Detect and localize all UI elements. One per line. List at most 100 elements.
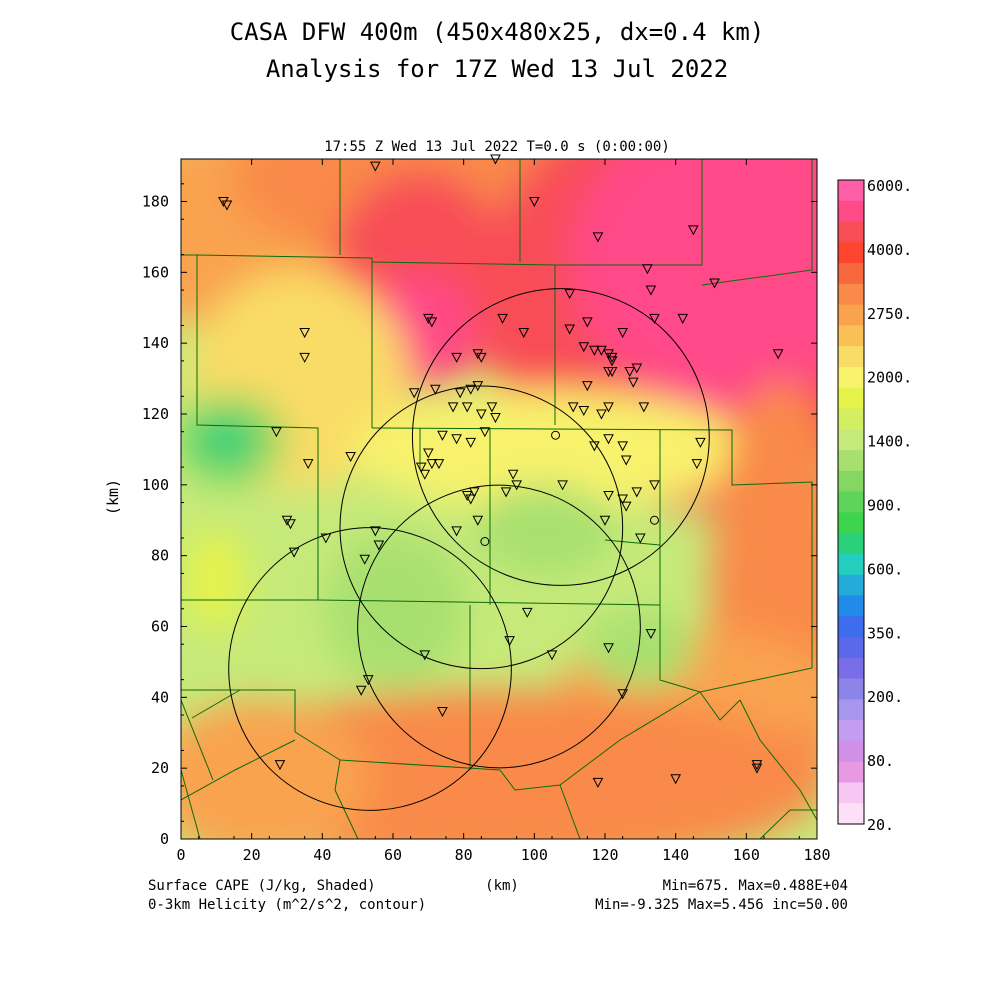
x-tick-label: 160 <box>733 846 760 864</box>
colorbar-label: 4000. <box>867 241 912 259</box>
y-tick-label: 80 <box>151 547 169 565</box>
station-marker <box>288 547 300 558</box>
colorbar-swatch <box>838 740 864 763</box>
station-marker <box>603 490 614 502</box>
y-axis: 0 20 40 60 80 100 120 140 160 180 <box>142 183 817 848</box>
station-marker <box>461 402 473 413</box>
y-tick-label: 0 <box>160 830 169 848</box>
y-tick-label: 120 <box>142 405 169 423</box>
station-marker <box>451 434 462 445</box>
plot-frame <box>180 158 818 840</box>
colorbar-swatch <box>838 242 864 264</box>
station-marker <box>617 494 628 505</box>
y-tick-label: 60 <box>151 618 169 636</box>
colorbar-swatch <box>838 346 864 368</box>
chart-subtitle: 17:55 Z Wed 13 Jul 2022 T=0.0 s (0:00:00… <box>324 139 670 155</box>
colorbar-label: 2750. <box>867 305 912 323</box>
station-marker <box>695 437 706 448</box>
station-marker <box>472 349 484 360</box>
station-marker <box>433 459 445 470</box>
station-marker <box>638 402 650 413</box>
station-marker <box>589 441 600 452</box>
colorbar-swatch <box>838 803 864 825</box>
radar-rings <box>228 288 710 811</box>
x-axis: 0 20 40 60 80 100 120 140 160 180 <box>176 159 831 864</box>
colorbar-swatch <box>838 512 864 534</box>
station-marker <box>603 434 614 445</box>
station-marker <box>299 352 310 363</box>
station-marker <box>504 636 515 647</box>
station-marker <box>603 643 614 654</box>
station-marker <box>423 448 434 459</box>
station-marker <box>437 430 448 441</box>
colorbar-swatch <box>838 678 864 700</box>
station-marker <box>751 763 763 774</box>
radar-range-ring <box>228 527 512 811</box>
station-marker <box>688 225 699 236</box>
station-marker <box>430 384 441 395</box>
colorbar-swatch <box>838 450 864 472</box>
cape-field <box>181 159 817 839</box>
colorbar-label: 2000. <box>867 369 912 387</box>
station-marker <box>472 381 484 392</box>
station-marker <box>670 774 681 785</box>
station-marker <box>529 197 540 208</box>
x-tick-label: 20 <box>243 846 261 864</box>
station-marker <box>426 317 438 328</box>
station-marker <box>582 381 593 392</box>
x-tick-label: 100 <box>521 846 548 864</box>
colorbar-swatch <box>838 699 864 721</box>
station-marker <box>645 629 657 640</box>
colorbar-label: 80. <box>867 752 894 770</box>
station-marker <box>606 367 618 378</box>
station-marker <box>500 487 512 498</box>
station-marker <box>511 480 522 491</box>
station-marker <box>345 452 356 463</box>
radar-site-marker <box>480 537 490 546</box>
station-marker <box>370 161 381 172</box>
station-marker <box>451 526 462 537</box>
station-marker <box>627 377 639 388</box>
station-marker <box>620 501 632 512</box>
colorbar-swatch <box>838 616 864 638</box>
station-marker <box>426 459 438 470</box>
colorbar-swatch <box>838 595 864 617</box>
colorbar-swatch <box>838 325 864 347</box>
station-marker <box>617 689 628 700</box>
colorbar-swatch <box>838 200 864 223</box>
colorbar-swatch <box>838 263 864 285</box>
station-marker <box>302 459 314 470</box>
station-marker <box>578 342 590 353</box>
field1-stats: Min=675. Max=0.488E+04 <box>663 878 848 894</box>
station-marker <box>281 515 293 526</box>
station-marker <box>617 328 628 339</box>
station-marker <box>299 328 310 339</box>
station-marker <box>592 232 604 243</box>
station-marker <box>546 650 558 661</box>
y-tick-label: 100 <box>142 476 169 494</box>
y-tick-label: 140 <box>142 334 169 352</box>
colorbar-swatch <box>838 283 864 306</box>
station-marker <box>497 313 508 324</box>
station-marker <box>649 313 660 324</box>
station-marker <box>635 533 646 544</box>
y-tick-label: 20 <box>151 759 169 777</box>
station-marker <box>468 487 480 498</box>
station-marker <box>285 519 296 530</box>
station-marker <box>620 455 632 466</box>
radar-sites <box>480 430 659 546</box>
station-marker <box>479 427 491 438</box>
field1-label: Surface CAPE (J/kg, Shaded) <box>148 878 376 894</box>
station-marker <box>271 427 282 438</box>
station-marker <box>451 352 462 363</box>
station-marker <box>472 515 484 526</box>
colorbar-swatch <box>838 657 864 680</box>
y-tick-label: 40 <box>151 688 169 706</box>
station-marker <box>642 264 653 275</box>
radar-site-marker <box>649 515 659 525</box>
station-marker <box>415 462 427 473</box>
station-marker <box>567 402 579 413</box>
colorbar-swatch <box>838 221 864 243</box>
colorbar-label: 1400. <box>867 433 912 451</box>
